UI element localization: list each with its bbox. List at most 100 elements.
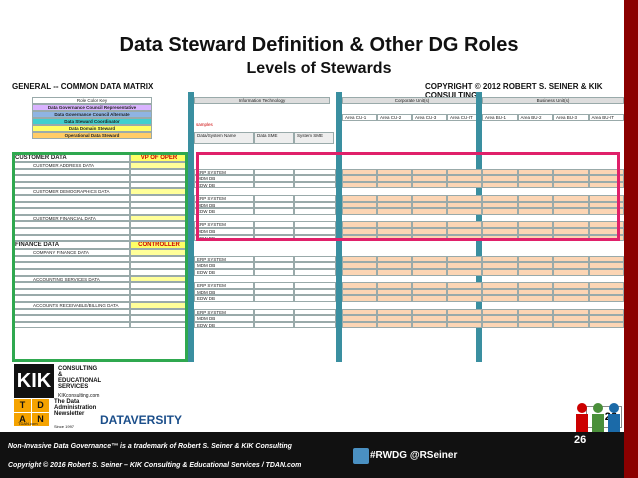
system-name-cell: EDW DB bbox=[194, 321, 254, 329]
business-cell bbox=[517, 201, 553, 209]
business-cell bbox=[517, 181, 553, 189]
system-name-cell: MDM DB bbox=[194, 315, 254, 322]
corporate-cell bbox=[377, 175, 412, 182]
system-sme-cell bbox=[294, 288, 336, 296]
corporate-cell bbox=[342, 201, 377, 209]
system-sme-cell bbox=[294, 181, 336, 189]
tdan-letter: D bbox=[32, 399, 49, 412]
business-cell bbox=[482, 181, 518, 189]
corporate-cell bbox=[342, 181, 377, 189]
business-cell bbox=[482, 262, 518, 269]
data-sme-cell bbox=[254, 315, 294, 322]
business-cell bbox=[588, 255, 624, 263]
business-cell bbox=[482, 255, 518, 263]
side-accent-bar bbox=[624, 0, 638, 478]
data-sme-cell bbox=[254, 181, 294, 189]
tdan-since: Since 1997 bbox=[54, 424, 75, 429]
corporate-cell bbox=[447, 228, 482, 235]
business-cell bbox=[588, 315, 624, 322]
business-cell bbox=[588, 195, 624, 202]
business-cell bbox=[517, 228, 553, 235]
business-cell bbox=[482, 208, 518, 215]
kik-text: CONSULTING & EDUCATIONAL SERVICES bbox=[58, 366, 102, 390]
role-key-item: Data Domain Steward bbox=[32, 125, 152, 132]
business-cell bbox=[482, 269, 518, 276]
business-cell bbox=[517, 282, 553, 289]
slide-title: Data Steward Definition & Other DG Roles bbox=[119, 34, 519, 56]
business-cell bbox=[482, 168, 518, 176]
data-sme-cell bbox=[254, 288, 294, 296]
business-cell bbox=[482, 321, 518, 329]
business-cell bbox=[553, 221, 589, 228]
corporate-cell bbox=[342, 315, 377, 322]
corporate-cell bbox=[377, 321, 412, 329]
kik-logo: KIK bbox=[14, 364, 54, 398]
data-matrix: Role Color Key Data Governance Council Re… bbox=[12, 92, 624, 362]
business-cell bbox=[553, 295, 589, 302]
role-key-item: Operational Data Steward bbox=[32, 132, 152, 139]
corporate-cell bbox=[447, 315, 482, 322]
system-name-cell: MDM DB bbox=[194, 228, 254, 235]
system-name-cell: ERP SYSTEM bbox=[194, 308, 254, 316]
footer-copyright: Copyright © 2016 Robert S. Seiner – KIK … bbox=[8, 462, 302, 469]
business-cell bbox=[482, 295, 518, 302]
data-sme-cell bbox=[254, 195, 294, 202]
corporate-cell bbox=[412, 315, 447, 322]
data-sme-cell bbox=[254, 321, 294, 329]
data-sme-cell bbox=[254, 269, 294, 276]
corporate-cell bbox=[342, 175, 377, 182]
business-cell bbox=[553, 175, 589, 182]
system-name-cell: MDM DB bbox=[194, 201, 254, 209]
business-cell bbox=[517, 295, 553, 302]
business-cell bbox=[482, 308, 518, 316]
it-column-header: Data SME bbox=[254, 132, 294, 144]
footer-trademark: Non-Invasive Data Governance™ is a trade… bbox=[8, 443, 292, 450]
twitter-icon bbox=[353, 448, 369, 464]
corporate-cell bbox=[447, 195, 482, 202]
tdan-text: The Data Administration Newsletter bbox=[54, 399, 97, 417]
business-cell bbox=[482, 221, 518, 228]
corporate-cell bbox=[342, 282, 377, 289]
business-cell bbox=[588, 221, 624, 228]
data-sme-cell bbox=[254, 201, 294, 209]
data-sme-cell bbox=[254, 308, 294, 316]
corporate-cell bbox=[412, 208, 447, 215]
system-sme-cell bbox=[294, 295, 336, 302]
system-sme-cell bbox=[294, 321, 336, 329]
business-cell bbox=[553, 282, 589, 289]
system-name-cell: MDM DB bbox=[194, 262, 254, 269]
corporate-cell bbox=[412, 168, 447, 176]
corporate-cell bbox=[447, 321, 482, 329]
business-cell bbox=[553, 255, 589, 263]
business-cell bbox=[553, 315, 589, 322]
it-column-header: System SME bbox=[294, 132, 334, 144]
corporate-cell bbox=[447, 288, 482, 296]
highlight-box-green bbox=[12, 152, 188, 362]
samples-label: samples bbox=[196, 122, 213, 127]
system-sme-cell bbox=[294, 201, 336, 209]
corporate-cell bbox=[377, 308, 412, 316]
business-cell bbox=[482, 282, 518, 289]
business-cell bbox=[553, 181, 589, 189]
data-sme-cell bbox=[254, 228, 294, 235]
business-cell bbox=[588, 262, 624, 269]
data-sme-cell bbox=[254, 255, 294, 263]
corporate-cell bbox=[412, 282, 447, 289]
corporate-cell bbox=[342, 269, 377, 276]
business-cell bbox=[482, 228, 518, 235]
business-cell bbox=[553, 308, 589, 316]
footer-bar bbox=[0, 432, 624, 478]
corporate-cell bbox=[377, 181, 412, 189]
business-cell bbox=[588, 228, 624, 235]
corporate-cell bbox=[447, 262, 482, 269]
system-name-cell: ERP SYSTEM bbox=[194, 195, 254, 202]
system-name-cell: EDW DB bbox=[194, 181, 254, 189]
system-sme-cell bbox=[294, 255, 336, 263]
col-group-business: Business Unit(s) bbox=[482, 97, 624, 104]
business-cell bbox=[588, 168, 624, 176]
system-sme-cell bbox=[294, 228, 336, 235]
business-cell bbox=[553, 228, 589, 235]
corporate-cell bbox=[412, 321, 447, 329]
col-group-corporate: Corporate Unit(s) bbox=[342, 97, 482, 104]
